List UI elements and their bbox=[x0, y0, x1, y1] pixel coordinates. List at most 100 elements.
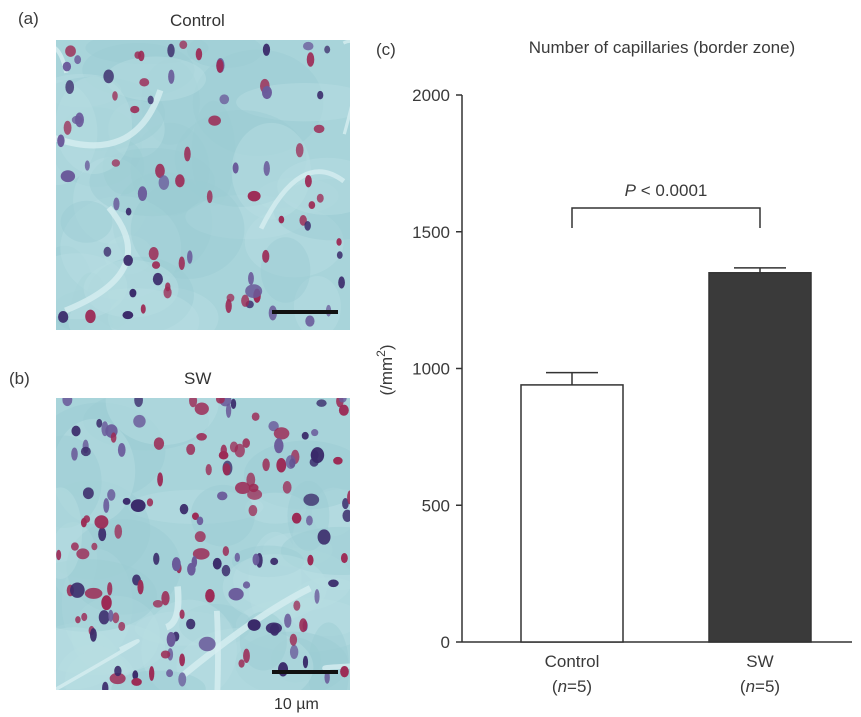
tissue-mottle bbox=[56, 435, 102, 529]
cell-nucleus bbox=[70, 542, 79, 551]
cell-nucleus bbox=[138, 50, 145, 62]
tissue-mottle bbox=[312, 487, 350, 537]
cell-nucleus bbox=[153, 437, 165, 450]
cell-nucleus bbox=[262, 458, 270, 472]
cell-nucleus bbox=[316, 399, 327, 407]
cell-nucleus bbox=[221, 564, 231, 577]
cell-nucleus bbox=[101, 421, 109, 437]
cell-nucleus bbox=[163, 286, 172, 299]
cell-nucleus bbox=[333, 456, 343, 465]
tissue-mottle bbox=[61, 549, 133, 659]
cell-nucleus bbox=[316, 193, 324, 203]
cell-nucleus bbox=[241, 294, 250, 307]
fibre-boundary bbox=[164, 586, 182, 631]
cell-nucleus bbox=[151, 261, 161, 269]
cell-nucleus bbox=[268, 420, 279, 432]
cell-nucleus bbox=[208, 115, 221, 126]
cell-nucleus bbox=[205, 588, 215, 603]
tissue-mottle bbox=[262, 532, 333, 568]
cell-nucleus bbox=[81, 612, 88, 622]
cell-nucleus bbox=[109, 672, 126, 685]
tissue-mottle bbox=[82, 42, 195, 98]
cell-nucleus bbox=[195, 48, 203, 61]
cell-nucleus bbox=[122, 311, 134, 320]
cell-nucleus bbox=[205, 463, 212, 476]
tissue-mottle bbox=[56, 253, 128, 320]
cell-nucleus bbox=[123, 254, 133, 266]
tissue-mottle bbox=[192, 49, 324, 157]
cell-nucleus bbox=[82, 487, 94, 500]
cell-nucleus bbox=[270, 557, 279, 566]
panel-c-letter: (c) bbox=[376, 40, 396, 59]
cell-nucleus bbox=[234, 552, 240, 562]
tissue-mottle bbox=[231, 545, 304, 578]
cell-nucleus bbox=[248, 504, 258, 517]
tissue-mottle bbox=[191, 100, 236, 207]
cell-nucleus bbox=[299, 618, 308, 633]
cell-nucleus bbox=[194, 402, 209, 415]
cell-nucleus bbox=[71, 425, 81, 437]
tissue-mottle bbox=[112, 171, 213, 275]
y-tick-label: 1000 bbox=[412, 360, 450, 379]
cell-nucleus bbox=[103, 246, 112, 257]
tissue-mottle bbox=[102, 139, 145, 195]
cell-nucleus bbox=[191, 512, 199, 521]
cell-nucleus bbox=[84, 587, 103, 599]
cell-nucleus bbox=[178, 672, 187, 687]
cell-nucleus bbox=[179, 40, 188, 50]
cell-nucleus bbox=[340, 665, 349, 678]
cell-nucleus bbox=[252, 553, 260, 566]
tissue-mottle bbox=[89, 147, 215, 217]
scale-bar bbox=[272, 310, 338, 314]
cell-nucleus bbox=[71, 447, 78, 461]
cell-nucleus bbox=[313, 124, 325, 134]
fibre-boundary bbox=[64, 205, 131, 314]
cell-nucleus bbox=[178, 256, 185, 271]
cell-nucleus bbox=[306, 52, 315, 67]
cell-nucleus bbox=[161, 590, 170, 606]
tissue-mottle bbox=[60, 196, 182, 300]
tissue-mottle bbox=[73, 157, 149, 244]
cell-nucleus bbox=[62, 398, 73, 407]
y-tick-label: 2000 bbox=[412, 86, 450, 105]
cell-nucleus bbox=[175, 174, 185, 188]
scale-bar bbox=[272, 670, 338, 674]
tissue-mottle bbox=[56, 418, 136, 524]
cell-nucleus bbox=[60, 170, 76, 183]
cell-nucleus bbox=[276, 457, 287, 473]
cell-nucleus bbox=[212, 557, 222, 570]
cell-nucleus bbox=[303, 493, 320, 506]
bar-sw bbox=[708, 272, 812, 643]
tissue-mottle bbox=[190, 484, 255, 547]
cell-nucleus bbox=[168, 69, 175, 84]
cell-nucleus bbox=[56, 549, 62, 561]
tissue-mottle bbox=[71, 595, 160, 675]
cell-nucleus bbox=[230, 398, 237, 410]
tissue-mottle bbox=[130, 122, 210, 216]
cell-nucleus bbox=[131, 677, 142, 686]
cell-nucleus bbox=[114, 665, 122, 677]
cell-nucleus bbox=[166, 669, 174, 678]
cell-nucleus bbox=[311, 429, 319, 437]
cell-nucleus bbox=[107, 489, 116, 501]
cell-nucleus bbox=[70, 582, 85, 598]
tissue-mottle bbox=[273, 179, 350, 241]
cell-nucleus bbox=[222, 546, 230, 557]
cell-nucleus bbox=[317, 90, 324, 100]
bar-control bbox=[520, 384, 624, 643]
tissue-mottle bbox=[244, 492, 307, 524]
cell-nucleus bbox=[247, 489, 263, 500]
cell-nucleus bbox=[245, 284, 263, 299]
tissue-mottle bbox=[280, 526, 350, 576]
cell-nucleus bbox=[122, 497, 131, 505]
y-axis-label: (/mm2) bbox=[374, 344, 396, 395]
cell-nucleus bbox=[139, 78, 150, 87]
cell-nucleus bbox=[65, 80, 75, 95]
cell-nucleus bbox=[251, 412, 260, 421]
cell-nucleus bbox=[112, 612, 120, 624]
cell-nucleus bbox=[338, 404, 349, 416]
cell-nucleus bbox=[111, 159, 121, 167]
cell-nucleus bbox=[157, 472, 164, 487]
cell-nucleus bbox=[304, 221, 311, 231]
cell-nucleus bbox=[80, 517, 87, 528]
